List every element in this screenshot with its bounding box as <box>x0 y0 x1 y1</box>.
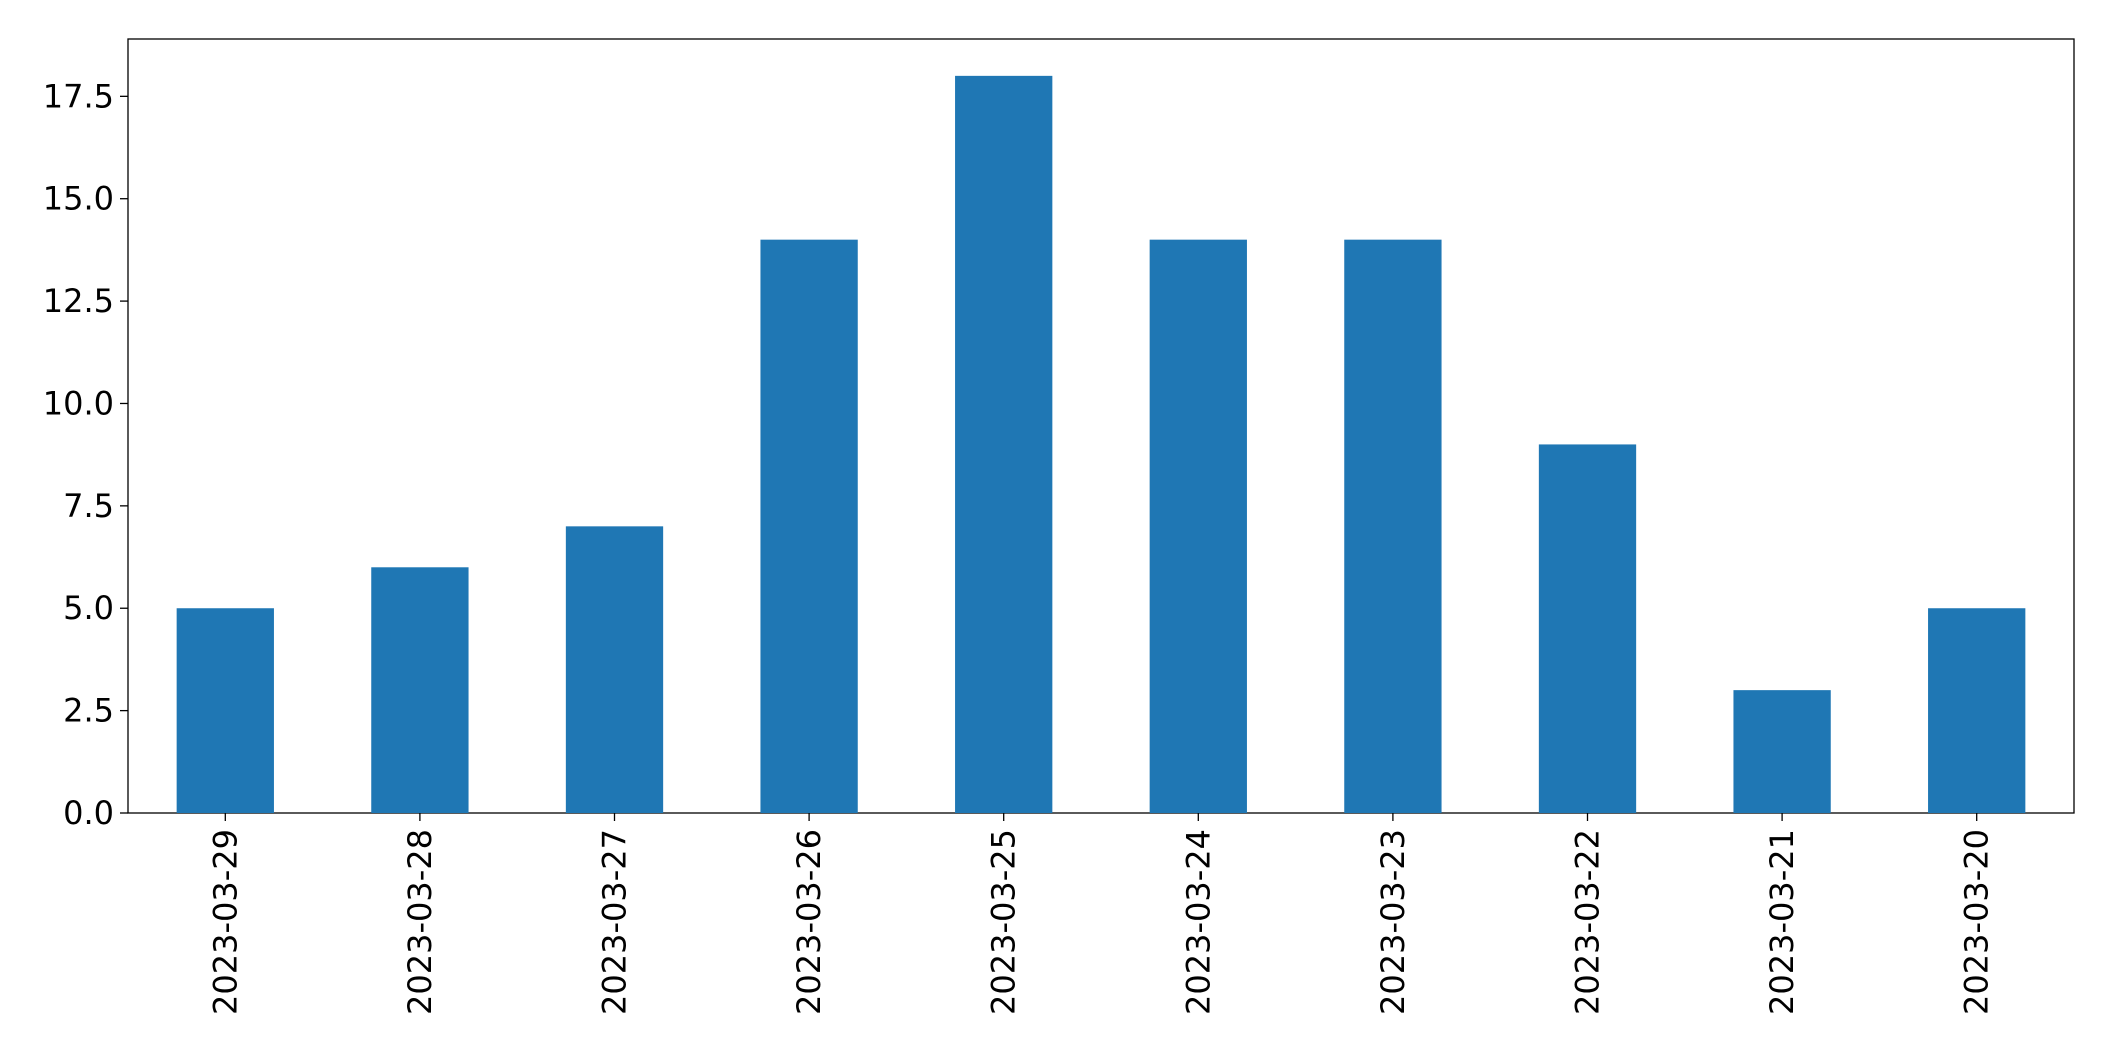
bar <box>1344 239 1442 813</box>
x-tick-label: 2023-03-26 <box>790 829 828 1015</box>
bar <box>1733 690 1831 813</box>
y-tick-label: 2.5 <box>63 692 114 730</box>
x-tick-label: 2023-03-29 <box>206 829 244 1015</box>
axes-frame <box>127 38 2075 814</box>
bar <box>176 608 274 813</box>
x-tick-label: 2023-03-20 <box>1958 829 1996 1015</box>
y-tick-label: 0.0 <box>63 794 114 832</box>
y-tick-label: 10.0 <box>43 384 114 422</box>
x-tick-label: 2023-03-24 <box>1179 829 1217 1015</box>
bar <box>760 239 858 813</box>
y-tick-label: 17.5 <box>43 77 114 115</box>
x-tick-label: 2023-03-22 <box>1569 829 1607 1015</box>
y-tick-label: 7.5 <box>63 487 114 525</box>
bar <box>955 75 1053 814</box>
x-tick-label: 2023-03-28 <box>401 829 439 1015</box>
x-tick-label: 2023-03-27 <box>596 829 634 1015</box>
x-tick-label: 2023-03-23 <box>1374 829 1412 1015</box>
x-tick-label: 2023-03-25 <box>985 829 1023 1015</box>
bar <box>371 567 469 813</box>
bar <box>1538 444 1637 813</box>
bar <box>1928 608 2026 813</box>
bar <box>565 526 664 813</box>
x-tick-label: 2023-03-21 <box>1763 829 1801 1015</box>
y-tick-label: 12.5 <box>43 282 114 320</box>
y-tick-label: 5.0 <box>63 589 114 627</box>
bar <box>1149 239 1247 813</box>
y-tick-label: 15.0 <box>43 180 114 218</box>
